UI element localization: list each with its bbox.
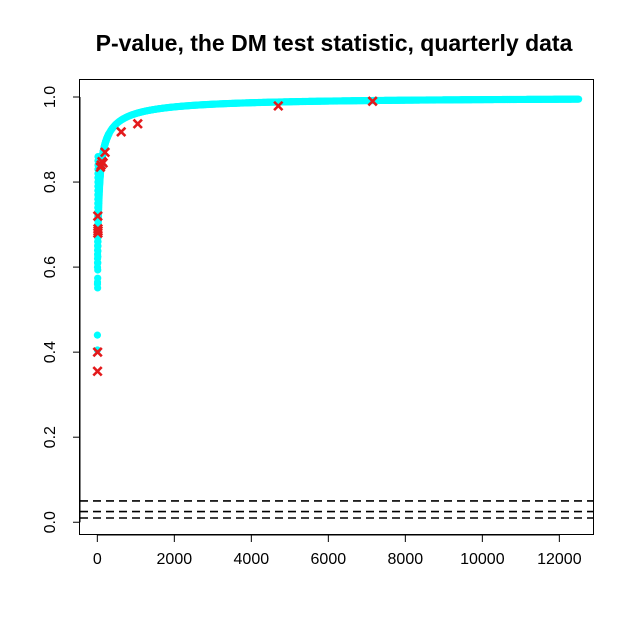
x-tick-label-2: 4000: [234, 551, 270, 568]
red-x-marker-10: [99, 147, 111, 158]
red-x-stroke-b-3: [92, 223, 104, 234]
x-tick-label-0: 0: [93, 551, 102, 568]
y-tick-label-4: 0.8: [42, 171, 59, 193]
x-tick-label-6: 12000: [537, 551, 582, 568]
curve-point-805: [574, 95, 583, 103]
red-x-marker-3: [92, 223, 104, 234]
y-axis: 0.0 0.2 0.4 0.6 0.8 1.0: [42, 86, 81, 533]
red-x-stroke-b-14: [367, 96, 378, 107]
curve-point-836: [93, 278, 102, 286]
red-x-stroke-b-5: [92, 210, 103, 222]
x-tick-label-5: 10000: [460, 551, 505, 568]
red-x-marker-12: [132, 118, 143, 129]
y-tick-label-1: 0.2: [42, 426, 59, 448]
chart-title: P-value, the DM test statistic, quarterl…: [96, 30, 573, 56]
y-tick-label-5: 1.0: [42, 86, 59, 108]
y-tick-label-0: 0.0: [42, 511, 59, 533]
y-tick-label-3: 0.6: [42, 256, 59, 278]
red-x-marker-1: [92, 347, 103, 358]
red-x-stroke-b-9: [97, 157, 109, 169]
red-x-marker-14: [367, 96, 378, 107]
red-x-marker-4: [92, 225, 104, 237]
reference-lines: [80, 500, 594, 519]
red-x-stroke-b-13: [273, 100, 284, 112]
plot-region: [79, 79, 594, 535]
red-x-stroke-b-4: [92, 225, 104, 237]
red-x-stroke-b-0: [92, 366, 103, 377]
y-tick-label-2: 0.4: [42, 341, 59, 363]
red-x-marker-9: [97, 157, 109, 169]
red-x-marker-0: [92, 366, 103, 377]
x-tick-label-3: 6000: [311, 551, 347, 568]
red-x-series: [92, 96, 378, 377]
red-x-stroke-b-12: [132, 118, 143, 129]
x-tick-label-4: 8000: [388, 551, 424, 568]
red-x-stroke-b-11: [116, 126, 127, 137]
red-x-marker-11: [116, 126, 127, 137]
cyan-point-series: [93, 95, 583, 354]
red-x-marker-5: [92, 210, 103, 222]
red-x-stroke-b-10: [99, 147, 111, 158]
plot-frame: [79, 79, 594, 535]
curve-point-833: [93, 331, 102, 339]
x-tick-label-1: 2000: [157, 551, 193, 568]
red-x-stroke-b-1: [92, 347, 103, 358]
red-x-marker-13: [273, 100, 284, 112]
x-axis: 0 2000 4000 6000 8000 10000 12000: [93, 534, 582, 568]
